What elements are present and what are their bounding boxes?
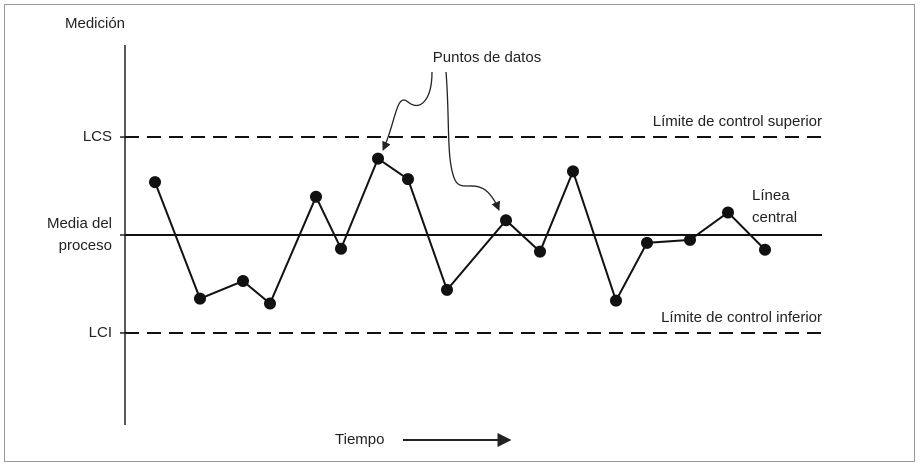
data-point <box>237 275 249 288</box>
data-point <box>149 176 161 189</box>
data-point <box>441 283 453 296</box>
x-axis-label: Tiempo <box>335 431 384 448</box>
data-point <box>641 236 653 249</box>
data-point <box>722 206 734 219</box>
data-point <box>335 242 347 255</box>
data-point <box>759 243 771 256</box>
data-point <box>684 233 696 246</box>
reference-label: Límite de control superior <box>652 113 822 131</box>
reference-label: Línea central <box>752 187 798 226</box>
data-point <box>194 292 206 305</box>
data-point <box>402 173 414 186</box>
y-axis-label: Medición <box>65 15 125 32</box>
y-tick-label: LCS <box>82 128 112 146</box>
data-point <box>610 294 622 307</box>
frame <box>4 4 915 462</box>
data-point <box>310 190 322 203</box>
reference-label: Límite de control inferior <box>661 308 822 326</box>
data-point <box>500 214 512 227</box>
annotation-arrow <box>445 71 500 211</box>
y-tick-label: Media del proceso <box>46 215 112 254</box>
data-point <box>372 152 384 165</box>
annotation: Puntos de datos <box>433 49 541 66</box>
annotation-arrow <box>382 71 433 151</box>
data-point <box>567 165 579 178</box>
data-point <box>534 245 546 258</box>
data-point <box>264 297 276 310</box>
y-tick-label: LCI <box>88 323 112 341</box>
